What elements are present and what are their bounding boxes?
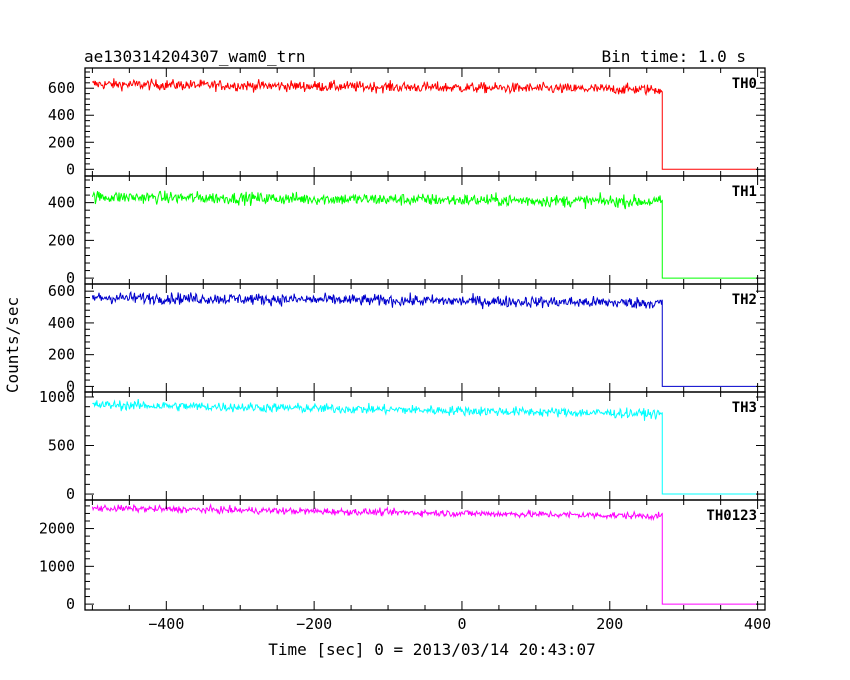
x-axis-title: Time [sec] 0 = 2013/03/14 20:43:07 [268,640,596,659]
y-tick-label: 500 [48,437,75,455]
y-tick-label: 0 [66,377,75,395]
x-tick-label: 400 [744,615,771,633]
y-tick-label: 400 [48,314,75,332]
y-tick-label: 2000 [39,520,75,538]
y-tick-label: 600 [48,79,75,97]
series-line-th3 [92,398,758,495]
panel-th0: 0 200 400 600 TH0 [48,67,766,178]
panels-group: 0 200 400 600 TH0 0 200 400 TH1 0 200 400 600 TH2 0 500… [39,67,771,633]
y-tick-label: 0 [66,595,75,613]
y-tick-label: 1000 [39,388,75,406]
y-axis-title: Counts/sec [3,297,22,393]
y-tick-label: 0 [66,269,75,287]
x-tick-label: −200 [296,615,332,633]
panel-th1: 0 200 400 TH1 [48,175,766,287]
series-line-th0123 [91,502,758,605]
y-tick-label: 600 [48,282,75,300]
panel-label: TH3 [732,400,757,416]
y-tick-label: 200 [48,133,75,151]
series-line-th0 [92,78,758,170]
y-tick-label: 0 [66,485,75,503]
y-tick-label: 400 [48,106,75,124]
y-tick-label: 200 [48,346,75,364]
bin-time-label: Bin time: 1.0 s [602,47,747,66]
panel-label: TH2 [732,292,757,308]
panel-label: TH0123 [706,508,757,524]
panel-frame [84,175,766,285]
panel-label: TH1 [732,184,757,200]
series-line-th1 [91,190,758,279]
panel-label: TH0 [732,76,757,92]
y-tick-label: 0 [66,160,75,178]
y-tick-label: 200 [48,231,75,249]
panel-th0123: 0 1000 2000 TH0123 [39,499,766,613]
panel-th3: 0 500 1000 TH3 [39,388,766,503]
chart-title: ae130314204307_wam0_trn [84,47,306,66]
panel-frame [84,499,766,611]
x-tick-label: 200 [596,615,623,633]
y-tick-label: 400 [48,194,75,212]
series-line-th2 [91,290,758,387]
x-tick-label: −400 [148,615,184,633]
panel-th2: 0 200 400 600 TH2 [48,282,766,395]
y-tick-label: 1000 [39,557,75,575]
x-tick-label: 0 [457,615,466,633]
